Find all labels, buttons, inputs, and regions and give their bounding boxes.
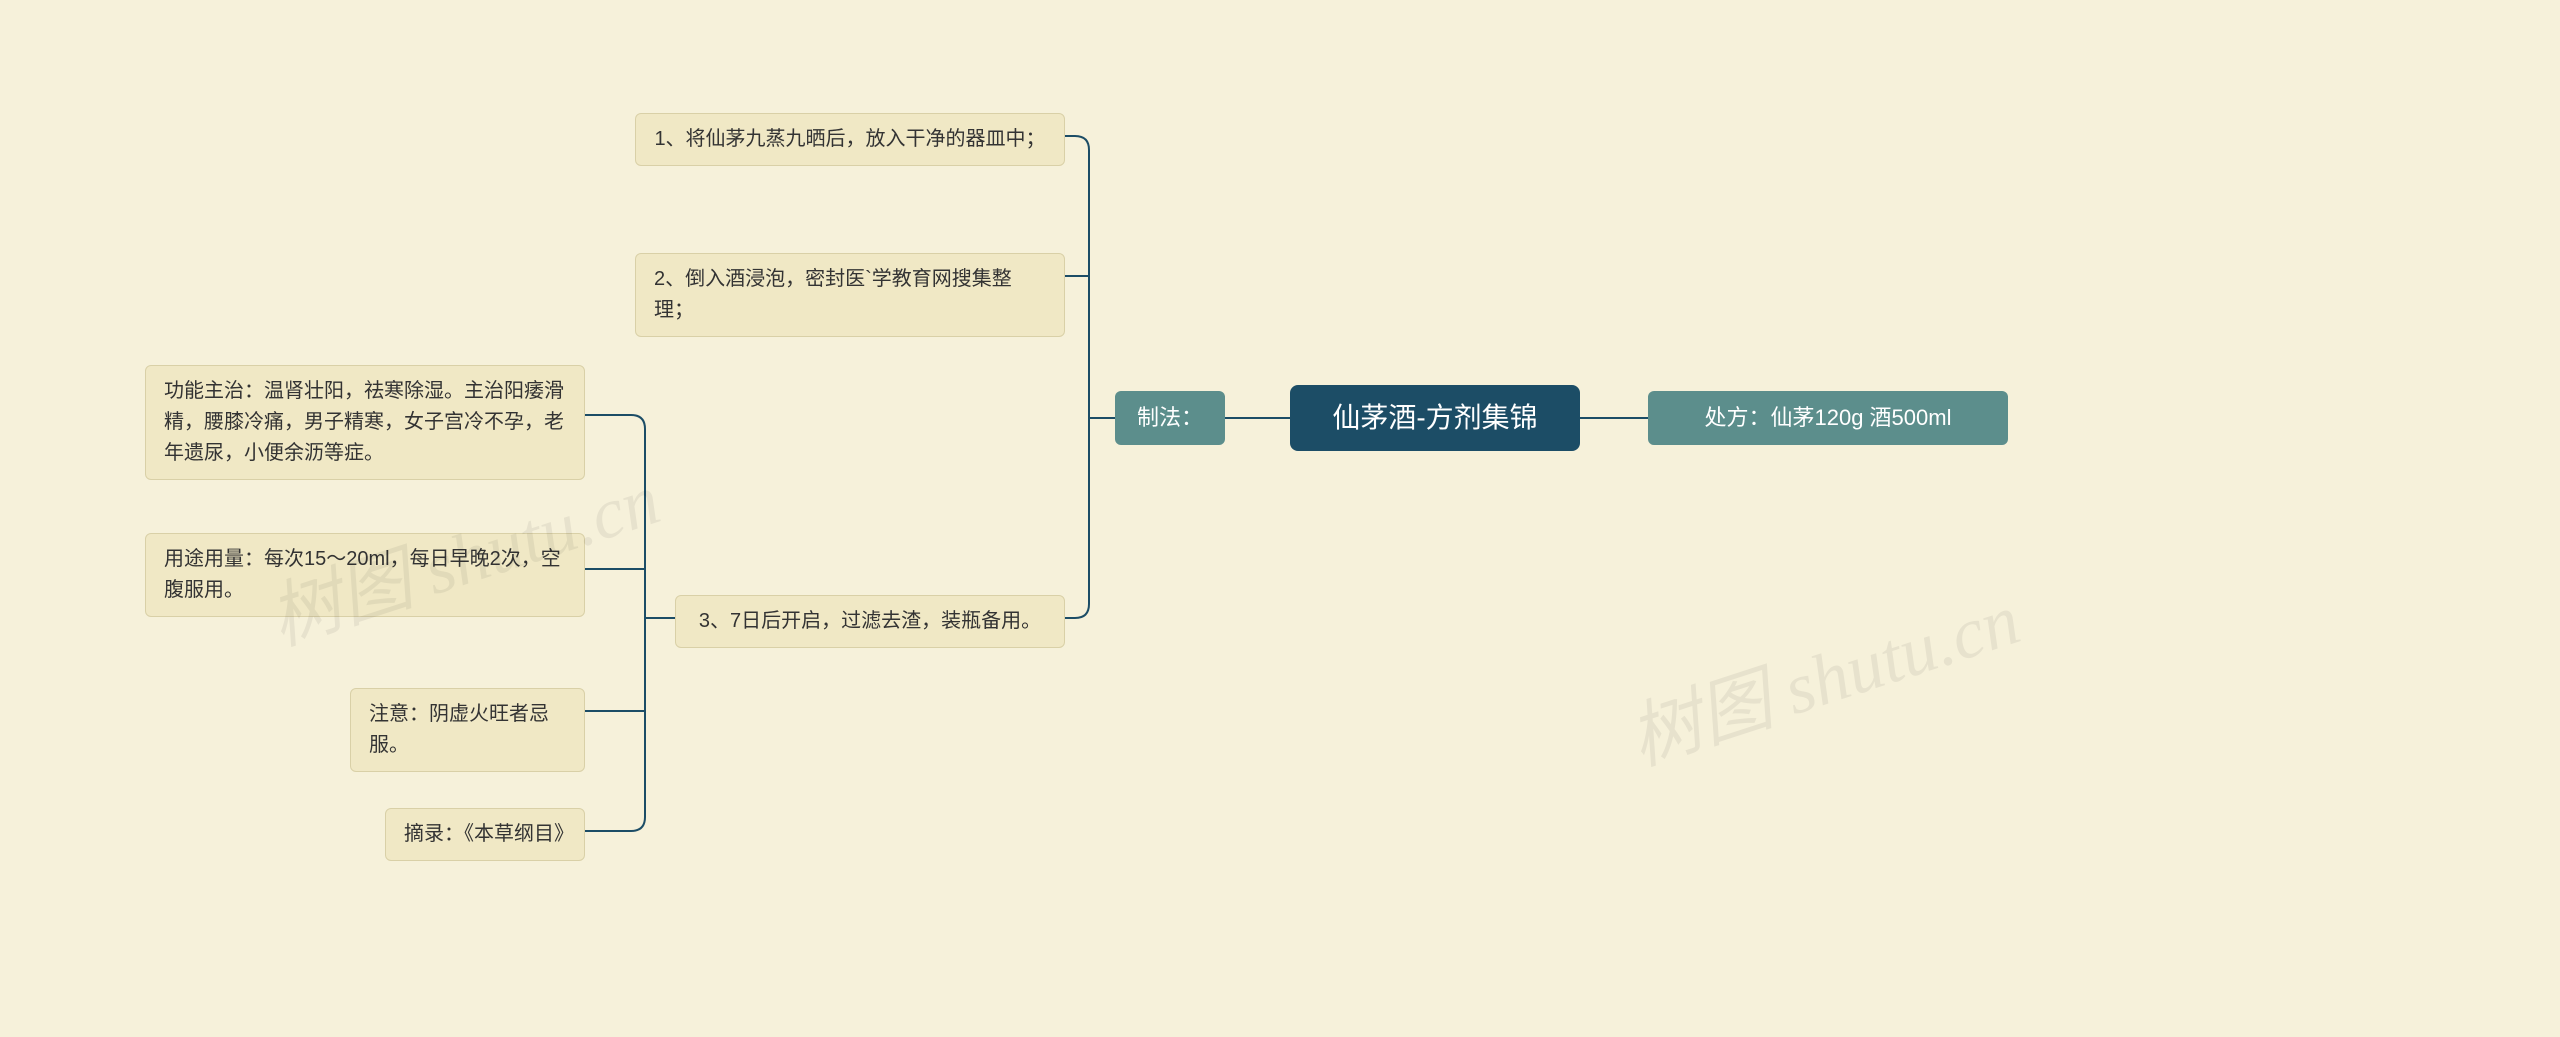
method-step-2-label: 2、倒入酒浸泡，密封医`学教育网搜集整理； (654, 264, 1046, 326)
branch-prescription-label: 处方：仙茅120g 酒500ml (1705, 401, 1952, 435)
method-step-3: 3、7日后开启，过滤去渣，装瓶备用。 (675, 595, 1065, 648)
connector-layer (0, 0, 2560, 1037)
detail-source-label: 摘录：《本草纲目》 (404, 819, 566, 850)
method-step-1-label: 1、将仙茅九蒸九晒后，放入干净的器皿中； (654, 124, 1045, 155)
detail-source: 摘录：《本草纲目》 (385, 808, 585, 861)
mindmap-canvas: 仙茅酒-方剂集锦 处方：仙茅120g 酒500ml 制法： 1、将仙茅九蒸九晒后… (0, 0, 2560, 1037)
detail-function: 功能主治：温肾壮阳，祛寒除湿。主治阳痿滑精，腰膝冷痛，男子精寒，女子宫冷不孕，老… (145, 365, 585, 480)
detail-dosage-label: 用途用量：每次15～20ml，每日早晚2次，空腹服用。 (164, 544, 566, 606)
watermark: 树图 shutu.cn (1614, 560, 2031, 785)
detail-caution-label: 注意：阴虚火旺者忌服。 (369, 699, 566, 761)
root-node: 仙茅酒-方剂集锦 (1290, 385, 1580, 451)
detail-function-label: 功能主治：温肾壮阳，祛寒除湿。主治阳痿滑精，腰膝冷痛，男子精寒，女子宫冷不孕，老… (164, 376, 566, 469)
method-step-2: 2、倒入酒浸泡，密封医`学教育网搜集整理； (635, 253, 1065, 337)
root-label: 仙茅酒-方剂集锦 (1332, 396, 1537, 439)
detail-dosage: 用途用量：每次15～20ml，每日早晚2次，空腹服用。 (145, 533, 585, 617)
method-step-3-label: 3、7日后开启，过滤去渣，装瓶备用。 (699, 606, 1041, 637)
branch-prescription: 处方：仙茅120g 酒500ml (1648, 391, 2008, 445)
method-step-1: 1、将仙茅九蒸九晒后，放入干净的器皿中； (635, 113, 1065, 166)
branch-method: 制法： (1115, 391, 1225, 445)
detail-caution: 注意：阴虚火旺者忌服。 (350, 688, 585, 772)
branch-method-label: 制法： (1137, 401, 1203, 435)
